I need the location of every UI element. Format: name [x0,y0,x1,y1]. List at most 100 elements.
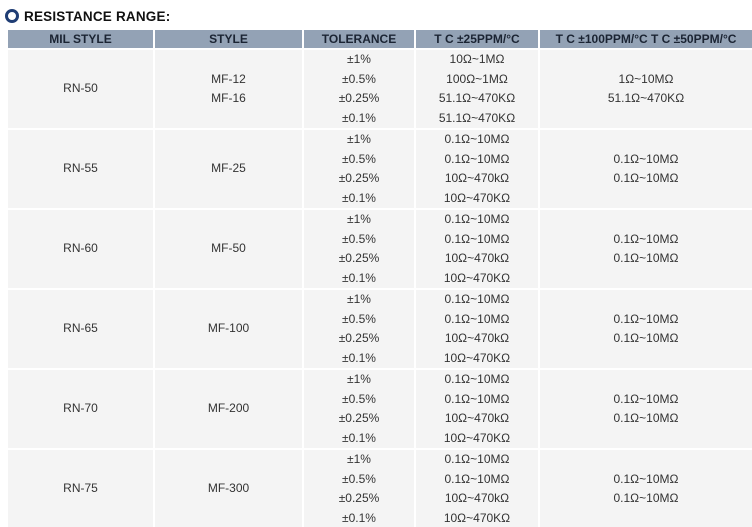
tc-25ppm-value: 10Ω~470kΩ [444,251,510,265]
tc-25ppm-value: 10Ω~470KΩ [443,270,511,285]
table-row: RN-50 MF-12 MF-16 ±1% ±0.5% ±0.25% ±0.1% 10Ω… [8,50,752,128]
style-value: MF-300 [207,481,250,496]
tc-25ppm-value: 10Ω~470KΩ [443,510,511,525]
tolerance-value: ±0.25% [338,91,380,105]
header-tc-25ppm: T C ±25PPM/°C [416,30,538,48]
tolerance-value: ±0.5% [342,151,376,166]
tc-25ppm-value: 0.1Ω~10MΩ [444,292,510,306]
tc-25ppm-value: 10Ω~470KΩ [443,350,511,365]
tc-25ppm-value: 0.1Ω~10MΩ [444,452,510,466]
tc-25ppm-value: 10Ω~1MΩ [449,52,505,66]
tc-100-50ppm-value: 51.1Ω~470KΩ [607,91,685,105]
table-row: RN-55 MF-25 ±1% ±0.5% ±0.25% ±0.1% 0.1Ω~10M… [8,130,752,208]
tolerance-value: ±0.1% [342,510,376,525]
tc-100-50ppm-value: 0.1Ω~10MΩ [613,391,679,406]
mil-style-value: RN-65 [63,321,98,336]
mil-style-value: RN-55 [63,161,98,176]
tolerance-value: ±0.1% [342,110,376,125]
tc-25ppm-value: 0.1Ω~10MΩ [444,132,510,146]
tolerance-cell: ±1% ±0.5% ±0.25% ±0.1% [304,370,414,448]
table-row: RN-60 MF-50 ±1% ±0.5% ±0.25% ±0.1% 0.1Ω~10M… [8,210,752,288]
tolerance-value: ±1% [347,292,371,306]
tc-25ppm-value: 0.1Ω~10MΩ [444,471,510,486]
tc-25ppm-cell: 0.1Ω~10MΩ 0.1Ω~10MΩ 10Ω~470kΩ 10Ω~470KΩ [416,450,538,527]
tc-100-50ppm-cell: 1Ω~10MΩ 51.1Ω~470KΩ [540,50,752,128]
header-tolerance: TOLERANCE [304,30,414,48]
style-value: MF-25 [211,161,246,176]
table-row: RN-70 MF-200 ±1% ±0.5% ±0.25% ±0.1% 0.1Ω~10… [8,370,752,448]
tc-25ppm-value: 0.1Ω~10MΩ [444,391,510,406]
tolerance-value: ±0.1% [342,190,376,205]
mil-style-cell: RN-50 [8,50,153,128]
tc-25ppm-value: 10Ω~470kΩ [444,411,510,425]
tc-100-50ppm-cell: 0.1Ω~10MΩ 0.1Ω~10MΩ [540,130,752,208]
tc-25ppm-cell: 0.1Ω~10MΩ 0.1Ω~10MΩ 10Ω~470kΩ 10Ω~470KΩ [416,210,538,288]
bullet-circle-icon [5,9,19,23]
table-row: RN-75 MF-300 ±1% ±0.5% ±0.25% ±0.1% 0.1Ω~10… [8,450,752,527]
mil-style-cell: RN-65 [8,290,153,368]
tolerance-cell: ±1% ±0.5% ±0.25% ±0.1% [304,50,414,128]
tolerance-value: ±0.25% [338,171,380,185]
tc-25ppm-value: 10Ω~470KΩ [443,190,511,205]
tc-25ppm-value: 0.1Ω~10MΩ [444,151,510,166]
section-title-row: RESISTANCE RANGE: [0,0,752,30]
style-cell: MF-200 [155,370,302,448]
resistance-range-table: MIL STYLE STYLE TOLERANCE T C ±25PPM/°C … [8,30,752,527]
mil-style-value: RN-60 [63,241,98,256]
tc-25ppm-value: 0.1Ω~10MΩ [444,212,510,226]
tc-25ppm-value: 10Ω~470kΩ [444,331,510,345]
tolerance-value: ±1% [347,52,371,66]
tolerance-value: ±0.25% [338,491,380,505]
tolerance-value: ±1% [347,452,371,466]
tc-25ppm-value: 10Ω~470kΩ [444,491,510,505]
header-mil-style: MIL STYLE [8,30,153,48]
tolerance-value: ±0.5% [342,391,376,406]
mil-style-cell: RN-60 [8,210,153,288]
style-cell: MF-25 [155,130,302,208]
tolerance-value: ±0.25% [338,331,380,345]
tc-25ppm-value: 10Ω~470KΩ [443,430,511,445]
tc-25ppm-value: 100Ω~1MΩ [446,71,508,86]
style-cell: MF-12 MF-16 [155,50,302,128]
tc-100-50ppm-value: 0.1Ω~10MΩ [613,231,679,246]
tc-100-50ppm-cell: 0.1Ω~10MΩ 0.1Ω~10MΩ [540,370,752,448]
tc-100-50ppm-cell: 0.1Ω~10MΩ 0.1Ω~10MΩ [540,210,752,288]
tc-25ppm-value: 51.1Ω~470KΩ [438,110,516,125]
tc-100-50ppm-value: 1Ω~10MΩ [618,71,674,86]
tolerance-value: ±0.1% [342,270,376,285]
tc-25ppm-value: 10Ω~470kΩ [444,171,510,185]
table-row: RN-65 MF-100 ±1% ±0.5% ±0.25% ±0.1% 0.1Ω~10… [8,290,752,368]
tc-25ppm-cell: 0.1Ω~10MΩ 0.1Ω~10MΩ 10Ω~470kΩ 10Ω~470KΩ [416,130,538,208]
tc-100-50ppm-value: 0.1Ω~10MΩ [613,471,679,486]
mil-style-value: RN-50 [63,81,98,96]
tolerance-value: ±1% [347,212,371,226]
tc-25ppm-cell: 10Ω~1MΩ 100Ω~1MΩ 51.1Ω~470KΩ 51.1Ω~470KΩ [416,50,538,128]
mil-style-cell: RN-75 [8,450,153,527]
tc-100-50ppm-value: 0.1Ω~10MΩ [613,251,679,265]
section-title: RESISTANCE RANGE: [24,8,171,24]
table-header-row: MIL STYLE STYLE TOLERANCE T C ±25PPM/°C … [8,30,752,48]
tolerance-value: ±0.5% [342,71,376,86]
tolerance-cell: ±1% ±0.5% ±0.25% ±0.1% [304,210,414,288]
tc-25ppm-value: 51.1Ω~470KΩ [438,91,516,105]
tolerance-value: ±0.1% [342,350,376,365]
tolerance-value: ±0.5% [342,231,376,246]
tolerance-cell: ±1% ±0.5% ±0.25% ±0.1% [304,290,414,368]
tc-25ppm-value: 0.1Ω~10MΩ [444,231,510,246]
style-value: MF-100 [207,321,250,336]
tc-100-50ppm-cell: 0.1Ω~10MΩ 0.1Ω~10MΩ [540,450,752,527]
style-value: MF-50 [211,241,246,256]
tolerance-value: ±0.25% [338,251,380,265]
mil-style-value: RN-70 [63,401,98,416]
tc-100-50ppm-value: 0.1Ω~10MΩ [613,411,679,425]
style-value: MF-16 [211,91,246,105]
tc-25ppm-cell: 0.1Ω~10MΩ 0.1Ω~10MΩ 10Ω~470kΩ 10Ω~470KΩ [416,370,538,448]
style-cell: MF-300 [155,450,302,527]
table-body: RN-50 MF-12 MF-16 ±1% ±0.5% ±0.25% ±0.1% 10Ω… [8,50,752,527]
tolerance-cell: ±1% ±0.5% ±0.25% ±0.1% [304,450,414,527]
tc-100-50ppm-value: 0.1Ω~10MΩ [613,491,679,505]
tc-100-50ppm-value: 0.1Ω~10MΩ [613,311,679,326]
style-value: MF-200 [207,401,250,416]
tc-100-50ppm-value: 0.1Ω~10MΩ [613,171,679,185]
